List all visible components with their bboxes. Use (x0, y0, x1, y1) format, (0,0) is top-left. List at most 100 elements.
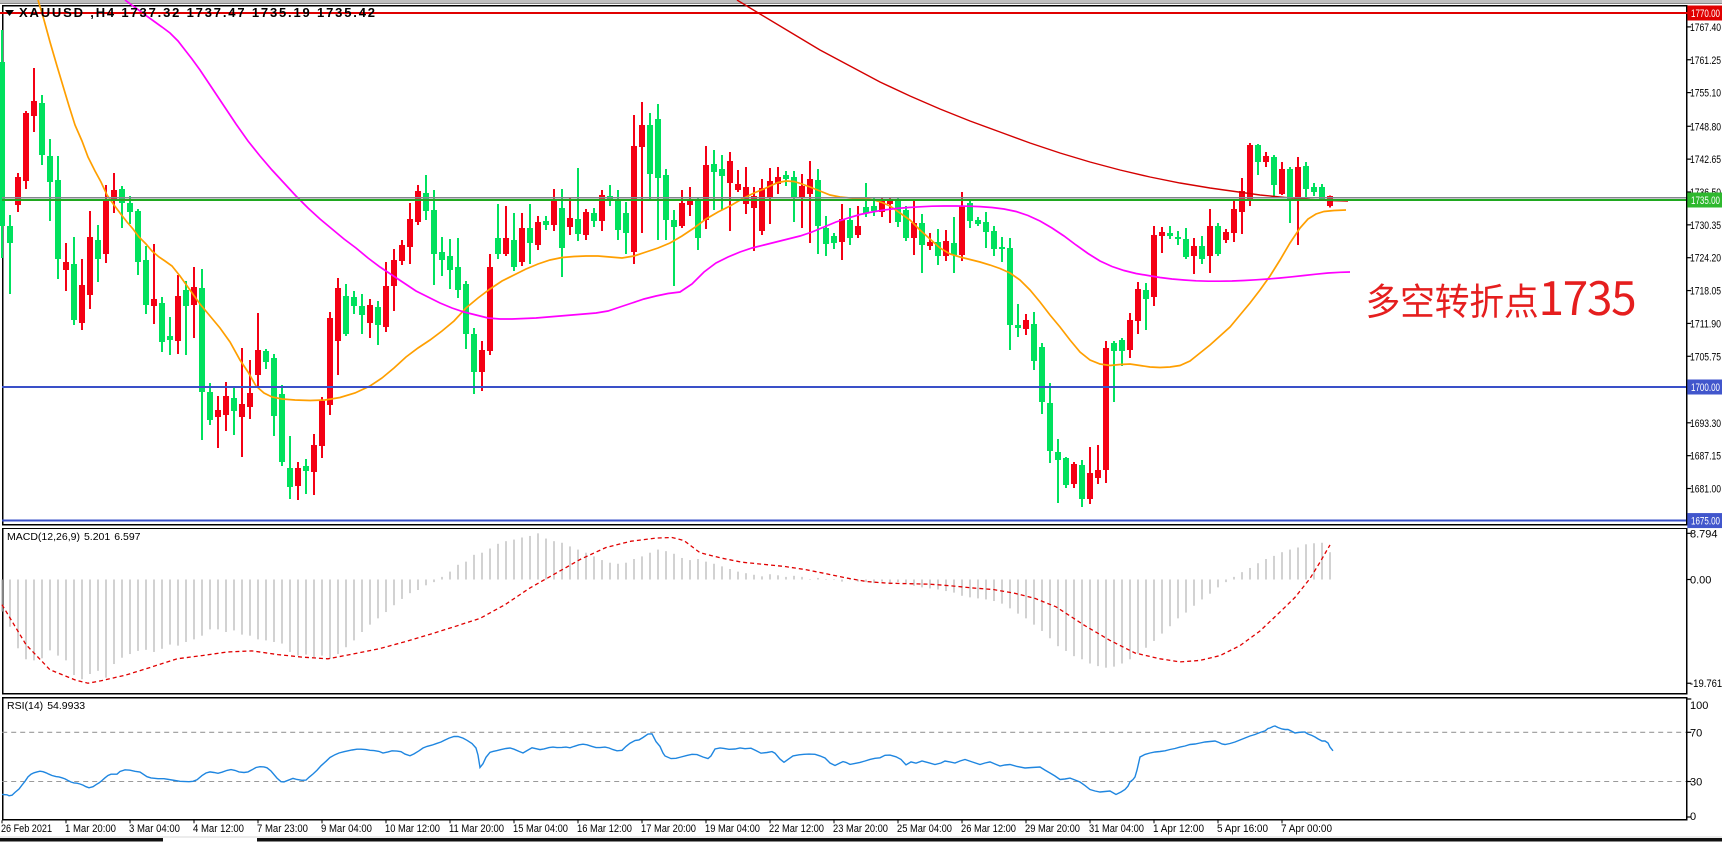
time-label: 3 Mar 04:00 (129, 823, 180, 835)
horizontal-lines[interactable] (0, 11, 1722, 522)
candle-body (1111, 342, 1117, 351)
price-tick (1687, 158, 1692, 160)
candle-body (15, 176, 21, 206)
macd-signal-line (1, 536, 1331, 684)
bottom-scrollbar[interactable] (0, 836, 1722, 842)
macd-bar (1329, 552, 1331, 580)
macd-bar (809, 578, 811, 580)
macd-axis-label: 8.794 (1690, 528, 1718, 540)
candle-body (351, 296, 357, 307)
ma-slow-line (736, 0, 1349, 202)
candle-wick (809, 160, 811, 244)
macd-bar (737, 571, 739, 580)
candle-wick (1097, 444, 1099, 484)
price-tick (1687, 125, 1692, 127)
candle-wick (257, 313, 259, 386)
macd-bar (249, 579, 251, 636)
candle-body (311, 444, 317, 473)
candle-body (871, 205, 877, 212)
price-label: 1687.15 (1690, 451, 1721, 463)
candle-body (1039, 346, 1045, 403)
candle-wick (1001, 236, 1003, 262)
candle-body (247, 392, 253, 407)
price-label: 1761.25 (1690, 55, 1721, 67)
candle-body (679, 202, 685, 227)
macd-bar (513, 539, 515, 580)
candle-body (391, 260, 397, 287)
candle-body (567, 218, 573, 227)
time-tick (1025, 820, 1027, 824)
candle-body (167, 335, 173, 340)
macd-bar (929, 579, 931, 589)
candle-body (943, 240, 949, 256)
candle-body (1215, 226, 1221, 255)
window-top-strip (0, 0, 1722, 3)
rsi-title: RSI(14) 54.9933 (7, 700, 85, 712)
macd-bar (177, 579, 179, 646)
candle-wick (929, 233, 931, 251)
candle-body (1055, 452, 1061, 460)
candle-body (1151, 234, 1157, 297)
macd-bar (905, 579, 907, 584)
time-label: 17 Mar 20:00 (641, 823, 696, 835)
time-label: 19 Mar 04:00 (705, 823, 760, 835)
macd-bar (761, 576, 763, 580)
symbol-info-line: XAUUSD ,H4 1737.32 1737.47 1735.19 1735.… (19, 5, 375, 20)
macd-bar (913, 579, 915, 586)
candle-body (231, 398, 237, 411)
macd-bar (649, 552, 651, 580)
macd-bar (169, 579, 171, 645)
macd-bar (241, 579, 243, 635)
candle-body (215, 409, 221, 417)
candle-body (1007, 247, 1013, 326)
macd-bar (137, 579, 139, 651)
macd-bar (641, 556, 643, 580)
candle-body (791, 176, 797, 199)
time-label: 31 Mar 04:00 (1089, 823, 1144, 835)
candle-body (1239, 191, 1245, 213)
price-axis: 1767.401761.251755.101748.801742.651736.… (1687, 5, 1722, 529)
rsi-tick (1687, 698, 1692, 700)
time-tick (1153, 820, 1155, 824)
macd-bar (1121, 579, 1123, 664)
price-tick (1687, 92, 1692, 94)
candle-body (207, 392, 213, 421)
candle-body (1023, 320, 1029, 329)
candle-body (1047, 402, 1053, 452)
candle-wick (1017, 303, 1019, 337)
panel-border-h (2, 693, 1688, 695)
macd-bar (281, 579, 283, 644)
candle-wick (241, 347, 243, 457)
macd-bar (609, 562, 611, 580)
macd-bar (257, 579, 259, 640)
time-tick (705, 820, 707, 824)
macd-bar (745, 573, 747, 580)
rsi-line (1, 725, 1334, 797)
annotation-glyph (1542, 281, 1562, 315)
candle-body (399, 244, 405, 262)
ma-mid-line (124, 0, 1351, 320)
time-tick (321, 820, 323, 824)
price-tick (1687, 191, 1692, 193)
price-tick (1687, 487, 1692, 490)
rsi-panel: 100 70 30 0 (1, 698, 1708, 823)
candle-body (79, 285, 85, 323)
macd-bar (1057, 579, 1059, 647)
macd-bar (361, 579, 363, 632)
hline-1675 (2, 519, 1687, 522)
candle-body (1175, 236, 1181, 240)
candle-body (1303, 166, 1309, 189)
price-badge-label: 1675.00 (1691, 516, 1720, 528)
time-label: 9 Mar 04:00 (321, 823, 372, 835)
candle-body (1223, 232, 1229, 241)
macd-bar (673, 553, 675, 580)
macd-bar (161, 579, 163, 649)
panel-titles: XAUUSD ,H4 1737.32 1737.47 1735.19 1735.… (5, 5, 375, 712)
candle-body (343, 296, 349, 335)
macd-bar (481, 552, 483, 580)
macd-bar (769, 574, 771, 580)
macd-bar (841, 579, 843, 582)
macd-bar (193, 579, 195, 640)
candle-wick (729, 152, 731, 231)
